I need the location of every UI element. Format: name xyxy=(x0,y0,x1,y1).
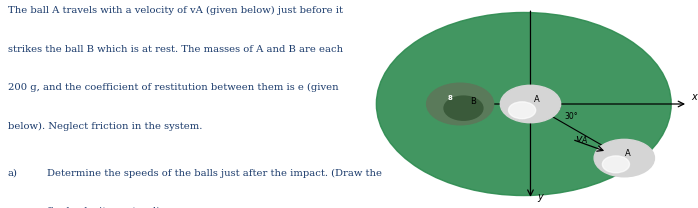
Text: 8: 8 xyxy=(447,95,452,101)
Text: A: A xyxy=(625,149,630,158)
Text: 30°: 30° xyxy=(564,111,578,121)
Circle shape xyxy=(426,83,493,125)
Text: final velocity vectors!): final velocity vectors!) xyxy=(47,207,161,208)
Circle shape xyxy=(444,96,483,120)
Text: The ball A travels with a velocity of vA (given below) just before it: The ball A travels with a velocity of vA… xyxy=(8,6,343,15)
Text: 200 g, and the coefficient of restitution between them is e (given: 200 g, and the coefficient of restitutio… xyxy=(8,83,339,92)
Text: B: B xyxy=(470,97,477,106)
Text: strikes the ball B which is at rest. The masses of A and B are each: strikes the ball B which is at rest. The… xyxy=(8,45,343,54)
Text: x: x xyxy=(691,92,697,102)
Text: y: y xyxy=(537,192,543,202)
Text: $v_A$: $v_A$ xyxy=(575,134,588,146)
Circle shape xyxy=(500,85,560,123)
Circle shape xyxy=(509,102,535,119)
Circle shape xyxy=(594,139,655,177)
Text: below). Neglect friction in the system.: below). Neglect friction in the system. xyxy=(8,122,202,131)
Text: A: A xyxy=(534,95,540,104)
Ellipse shape xyxy=(376,12,671,196)
Text: Determine the speeds of the balls just after the impact. (Draw the: Determine the speeds of the balls just a… xyxy=(47,168,382,178)
Text: a): a) xyxy=(8,168,18,177)
Circle shape xyxy=(602,156,630,173)
